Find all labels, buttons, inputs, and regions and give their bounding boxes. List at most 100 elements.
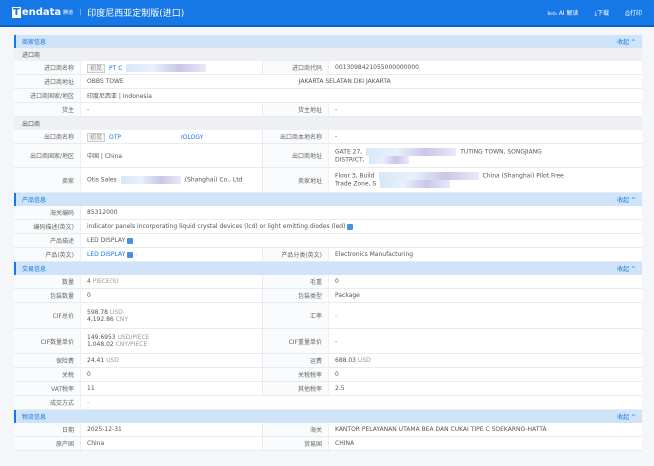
logo: Tendata 腾道 bbox=[12, 7, 73, 18]
translate-icon[interactable] bbox=[127, 251, 134, 258]
field-value: 85312000 bbox=[80, 206, 642, 219]
field-value: Electronics Manufacturing bbox=[328, 248, 642, 261]
field-value: - bbox=[328, 329, 642, 353]
field-label: 包装类型 bbox=[262, 289, 328, 302]
section-product: 产品信息 收起 ^ bbox=[14, 193, 642, 206]
exporter-subheader: 出口商 bbox=[14, 117, 642, 130]
field-value: 688.03 USD bbox=[328, 354, 642, 367]
field-value: 中国 | China bbox=[80, 144, 262, 167]
logo-sub: 腾道 bbox=[63, 10, 74, 16]
field-value: CHINA bbox=[328, 437, 642, 450]
field-label: CIF重量单价 bbox=[262, 329, 328, 353]
field-label: CIF总价 bbox=[14, 303, 80, 328]
top-bar: Tendata 腾道 | 印度尼西亚定制版(进口) Beta AI 解读 ⤓下载 ⎙… bbox=[0, 0, 654, 27]
field-value: 0 bbox=[328, 275, 642, 288]
field-label: 数量 bbox=[14, 275, 80, 288]
field-label: 成交方式 bbox=[14, 396, 80, 409]
field-label: 进口商地址 bbox=[14, 75, 80, 88]
field-value: China bbox=[80, 437, 262, 450]
table-row: 海关编码 85312000 bbox=[14, 206, 642, 220]
field-value: LED DISPLAY - bbox=[80, 248, 262, 261]
field-value: 0 bbox=[328, 368, 642, 381]
field-label: CIF数量单价 bbox=[14, 329, 80, 353]
field-label: 运费 bbox=[262, 354, 328, 367]
field-value: 0 bbox=[80, 368, 262, 381]
field-value: 149.6953 USD/PIECE 1,048.02 CNY/PIECE bbox=[80, 329, 262, 353]
field-label: 卖家地址 bbox=[262, 168, 328, 192]
field-value: 4 PIECE(S) bbox=[80, 275, 262, 288]
table-row: 产品描述 LED DISPLAY bbox=[14, 234, 642, 248]
collapse-button[interactable]: 收起 ^ bbox=[617, 39, 636, 46]
field-label: 出口商本地名称 bbox=[262, 130, 328, 143]
field-label: 毛重 bbox=[262, 275, 328, 288]
print-button[interactable]: ⎙打印 bbox=[625, 9, 642, 17]
field-label: 产品(英文) bbox=[14, 248, 80, 261]
table-row: CIF总价 598.78 USD 4,192.86 CNY 汇率 - bbox=[14, 303, 642, 329]
field-value: 印度尼西亚 | Indonesia bbox=[80, 89, 642, 102]
field-label: 产品描述 bbox=[14, 234, 80, 247]
table-row: 出口商名称 初见 OTP IOLOGY 出口商本地名称 - bbox=[14, 130, 642, 144]
collapse-button[interactable]: 收起 ^ bbox=[617, 414, 636, 421]
field-label: 日期 bbox=[14, 423, 80, 436]
field-label: 产品分类(英文) bbox=[262, 248, 328, 261]
table-row: CIF数量单价 149.6953 USD/PIECE 1,048.02 CNY/PI… bbox=[14, 329, 642, 354]
field-label: 出口商名称 bbox=[14, 130, 80, 143]
field-label: 进口商国家/地区 bbox=[14, 89, 80, 102]
field-label: 汇率 bbox=[262, 303, 328, 328]
table-row: 进口商地址 OBBS TOWE JAKARTA SELATAN DKI JAKART… bbox=[14, 75, 642, 89]
field-value: 11 bbox=[80, 382, 262, 395]
translate-icon[interactable] bbox=[347, 223, 354, 230]
exporter-name-link[interactable]: OTP IOLOGY bbox=[109, 134, 204, 141]
collapse-button[interactable]: 收起 ^ bbox=[617, 266, 636, 273]
field-value: Package bbox=[328, 289, 642, 302]
field-label: 海关 bbox=[262, 423, 328, 436]
field-value: LED DISPLAY bbox=[80, 234, 642, 247]
field-label: 货主地址 bbox=[262, 103, 328, 116]
field-label: 海关编码 bbox=[14, 206, 80, 219]
ai-button[interactable]: Beta AI 解读 bbox=[547, 10, 579, 17]
field-value: 2025-12-31 bbox=[80, 423, 262, 436]
field-value: 24.41 USD bbox=[80, 354, 262, 367]
section-logistics: 物流信息 收起 ^ bbox=[14, 410, 642, 423]
field-label: 关税税率 bbox=[262, 368, 328, 381]
collapse-button[interactable]: 收起 ^ bbox=[617, 197, 636, 204]
table-row: 出口商国家/地区 中国 | China 出口商地址 GATE 27, TUTING TO… bbox=[14, 144, 642, 168]
field-value: 0013098421055000000000 bbox=[328, 61, 642, 74]
table-row: 货主 - 货主地址 - bbox=[14, 103, 642, 117]
table-row: 保险费 24.41 USD 运费 688.03 USD bbox=[14, 354, 642, 368]
table-row: 包装数量 0 包装类型 Package bbox=[14, 289, 642, 303]
field-value: Floor 3, Build China (Shanghai) Pilot Fre… bbox=[328, 168, 642, 192]
field-label: 出口商国家/地区 bbox=[14, 144, 80, 167]
field-label: 编码描述(英文) bbox=[14, 220, 80, 233]
table-row: 关税 0 关税税率 0 bbox=[14, 368, 642, 382]
field-value: - bbox=[328, 130, 642, 143]
field-label: 其他税率 bbox=[262, 382, 328, 395]
field-value: - bbox=[328, 303, 642, 328]
table-row: 产品(英文) LED DISPLAY - 产品分类(英文) Electronics M… bbox=[14, 248, 642, 262]
importer-name-link[interactable]: PT C bbox=[109, 64, 123, 72]
field-label: VAT税率 bbox=[14, 382, 80, 395]
field-label: 进口商代码 bbox=[262, 61, 328, 74]
field-value: - bbox=[80, 396, 642, 409]
field-value: 初见 OTP IOLOGY bbox=[80, 130, 262, 143]
field-value: - bbox=[328, 103, 642, 116]
download-button[interactable]: ⤓下载 bbox=[594, 9, 610, 17]
field-label: 贸易国 bbox=[262, 437, 328, 450]
section-merchant: 商家信息 收起 ^ bbox=[14, 35, 642, 48]
table-row: 日期 2025-12-31 海关 KANTOR PELAYANAN UTAMA BEA… bbox=[14, 423, 642, 437]
field-label: 出口商地址 bbox=[262, 144, 328, 167]
logo-text: Tendata bbox=[13, 7, 62, 18]
field-value: KANTOR PELAYANAN UTAMA BEA DAN CUKAI TIP… bbox=[328, 423, 642, 436]
field-label: 保险费 bbox=[14, 354, 80, 367]
page-title: 印度尼西亚定制版(进口) bbox=[87, 9, 185, 19]
field-label: 卖家 bbox=[14, 168, 80, 192]
field-label: 包装数量 bbox=[14, 289, 80, 302]
divider: | bbox=[79, 9, 82, 16]
translate-icon[interactable] bbox=[127, 237, 134, 244]
section-trade: 交易信息 收起 ^ bbox=[14, 262, 642, 275]
field-value: - bbox=[80, 103, 262, 116]
importer-subheader: 进口商 bbox=[14, 48, 642, 61]
field-value: Otis Sales (Shanghai) Co., Ltd bbox=[80, 168, 262, 192]
field-label: 货主 bbox=[14, 103, 80, 116]
field-value: GATE 27, TUTING TOWN, SONGJIANG DISTRICT, bbox=[328, 144, 642, 167]
